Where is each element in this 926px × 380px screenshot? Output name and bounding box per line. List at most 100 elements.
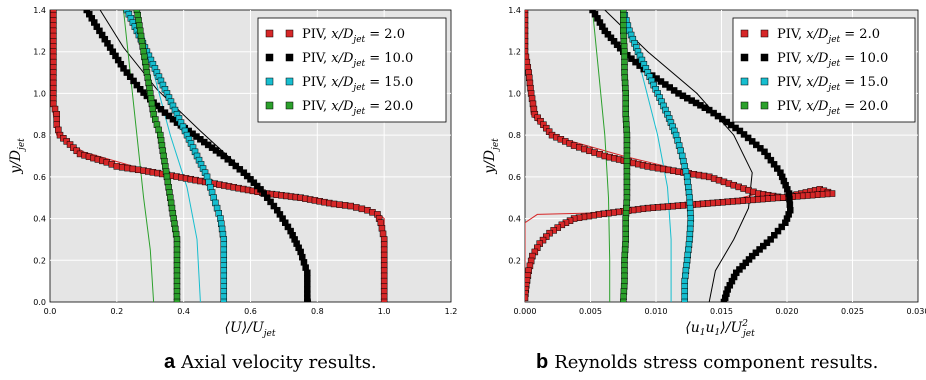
data-point — [157, 106, 165, 113]
data-point — [232, 162, 240, 170]
data-point — [304, 298, 311, 302]
x-tick-label: 0.030 — [907, 307, 926, 316]
x-tick-label: 0.015 — [710, 307, 733, 316]
data-point — [120, 65, 127, 72]
data-point — [546, 229, 553, 237]
data-point — [379, 230, 387, 238]
data-point — [785, 190, 793, 197]
data-point — [133, 81, 141, 89]
data-point — [771, 232, 778, 239]
legend-entry: PIV, x/Djet = 2.0 — [777, 27, 880, 45]
y-axis-label-a: y/Djet — [8, 138, 27, 175]
data-point — [525, 48, 529, 55]
data-point — [341, 202, 349, 209]
legend-marker — [285, 77, 294, 86]
data-point — [358, 205, 366, 213]
data-point — [347, 202, 354, 210]
ticks-a: 0.0 0.2 0.4 0.6 0.8 1.0 1.2 0.0 0.2 0.4 0.6 0.8 1.0 1… — [33, 6, 457, 316]
data-points-a — [50, 10, 388, 302]
data-point — [786, 195, 793, 203]
data-point — [173, 298, 181, 302]
data-point — [260, 190, 268, 197]
legend-marker — [740, 29, 749, 38]
data-point — [525, 10, 529, 14]
y-tick-label: 0.2 — [508, 256, 521, 265]
legend-a: PIV, x/Djet = 2.0 PIV, x/Djet = 10.0 PIV, … — [257, 17, 447, 123]
data-point — [720, 298, 728, 302]
legend-entry: PIV, x/Djet = 20.0 — [777, 99, 888, 117]
data-point — [525, 294, 529, 302]
x-tick-label: 0.005 — [579, 307, 602, 316]
legend-marker — [265, 101, 274, 110]
y-axis-label-b: y/Djet — [482, 138, 501, 175]
data-point — [336, 201, 343, 208]
data-point — [628, 55, 635, 62]
data-point — [161, 109, 169, 116]
data-point — [140, 89, 147, 96]
x-tick-label: 0.2 — [110, 307, 123, 316]
ticks-b: 0.000 0.005 0.010 0.015 0.020 0.025 0.030 0.2 0.… — [508, 6, 926, 316]
data-point — [525, 22, 529, 29]
legend-marker — [265, 29, 274, 38]
data-points-b — [525, 10, 836, 302]
data-point — [228, 159, 236, 166]
data-point — [377, 219, 385, 226]
legend-entry: PIV, x/Djet = 20.0 — [302, 99, 413, 117]
data-point — [620, 298, 627, 302]
y-tick-label: 0.4 — [33, 215, 46, 224]
legend-marker — [740, 101, 749, 110]
data-point — [353, 204, 360, 211]
y-tick-label: 0.8 — [33, 131, 46, 140]
data-point — [525, 11, 529, 19]
x-tick-label: 0.4 — [177, 307, 190, 316]
data-point — [763, 239, 771, 247]
caption-b: b Reynolds stress component results. — [536, 351, 878, 373]
model-line-series-1 — [604, 10, 753, 302]
data-point — [220, 152, 228, 160]
x-tick-label: 0.6 — [244, 307, 257, 316]
y-tick-label: 0.4 — [508, 215, 521, 224]
legend-marker — [285, 29, 294, 38]
data-point — [257, 186, 264, 193]
data-point — [525, 32, 529, 40]
x-axis-label-a: ⟨U⟩/Ujet — [224, 320, 275, 339]
data-point — [774, 227, 782, 235]
data-point — [220, 298, 228, 302]
panel-b: 0.000 0.005 0.010 0.015 0.020 0.025 0.030 0.2 0.… — [482, 6, 926, 373]
data-point — [263, 194, 271, 201]
legend-marker — [740, 77, 749, 86]
data-point — [525, 17, 529, 24]
legend-entry: PIV, x/Djet = 10.0 — [302, 51, 413, 69]
data-point — [760, 242, 767, 250]
x-axis-label-b: ⟨u1u1⟩/U2 jet — [685, 319, 755, 339]
data-point — [304, 269, 311, 277]
panel-a: 0.0 0.2 0.4 0.6 0.8 1.0 1.2 0.0 0.2 0.4 0.6 0.8 1.0 1… — [8, 6, 457, 373]
data-point — [778, 223, 785, 231]
data-point — [165, 112, 173, 120]
y-tick-label: 1.2 — [508, 48, 521, 57]
model-line-series-3 — [592, 10, 611, 302]
data-point — [247, 176, 254, 183]
x-tick-label: 0.8 — [311, 307, 324, 316]
legend-marker — [285, 53, 294, 62]
x-tick-label: 0.000 — [514, 307, 537, 316]
legend-marker — [760, 77, 769, 86]
data-point — [270, 202, 278, 210]
legend-entry: PIV, x/Djet = 2.0 — [302, 27, 405, 45]
y-tick-label: 1.0 — [33, 89, 46, 98]
y-tick-label: 0.8 — [508, 131, 521, 140]
legend-entry: PIV, x/Djet = 15.0 — [302, 75, 413, 93]
x-tick-label: 0.0 — [44, 307, 57, 316]
data-point — [304, 280, 311, 288]
data-point — [136, 86, 144, 93]
legend-marker — [265, 53, 274, 62]
legend-marker — [265, 77, 274, 86]
x-tick-label: 0.020 — [776, 307, 799, 316]
legend-b: PIV, x/Djet = 2.0 PIV, x/Djet = 10.0 PIV, … — [732, 17, 916, 123]
x-tick-label: 0.025 — [841, 307, 864, 316]
legend-marker — [285, 101, 294, 110]
data-point — [224, 156, 232, 163]
data-point — [752, 249, 760, 257]
data-point — [240, 169, 248, 176]
